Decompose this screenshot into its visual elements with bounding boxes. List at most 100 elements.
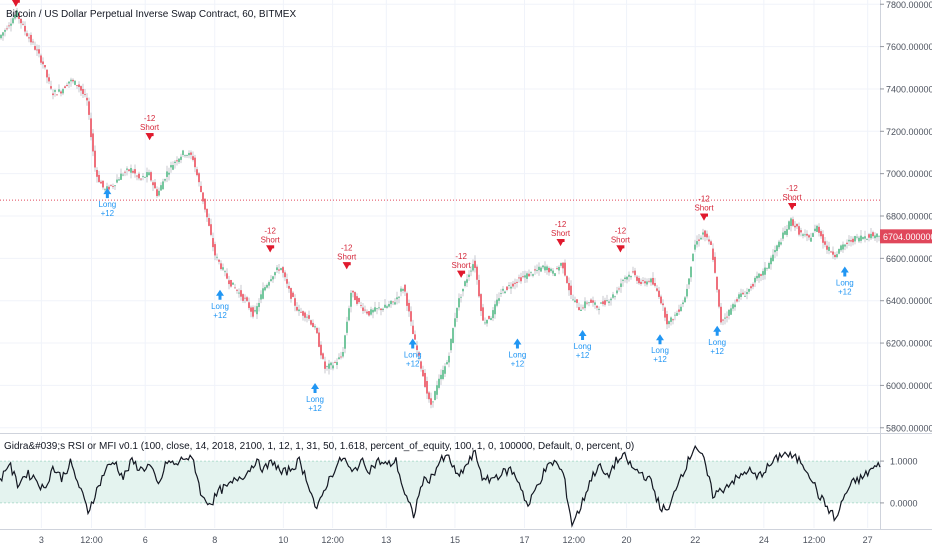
candle-body bbox=[302, 311, 304, 316]
candle-body bbox=[698, 239, 700, 241]
candle-body bbox=[744, 295, 746, 297]
candle-body bbox=[810, 237, 812, 242]
candle-body bbox=[196, 169, 198, 176]
short-arrow-head bbox=[12, 0, 20, 7]
candle-body bbox=[360, 305, 362, 306]
candle-body bbox=[734, 304, 736, 308]
candle-body bbox=[716, 276, 718, 290]
candle-body bbox=[650, 278, 652, 283]
candle-body bbox=[436, 385, 438, 395]
long-label: Long bbox=[404, 350, 422, 359]
candle-body bbox=[852, 238, 854, 243]
candle-body bbox=[182, 150, 184, 155]
x-tick-label: 24 bbox=[759, 535, 769, 545]
candle-body bbox=[168, 172, 170, 175]
candle-body bbox=[274, 272, 276, 276]
candle-body bbox=[864, 236, 866, 239]
candle-body bbox=[286, 279, 288, 284]
candle-body bbox=[742, 292, 744, 295]
candle-body bbox=[612, 294, 614, 298]
candle-body bbox=[762, 271, 764, 276]
candle-body bbox=[526, 273, 528, 279]
candle-body bbox=[604, 300, 606, 305]
candle-body bbox=[704, 230, 706, 237]
long-label: Long bbox=[708, 338, 726, 347]
candle-body bbox=[556, 268, 558, 269]
short-signal: Short-12 bbox=[782, 184, 802, 210]
short-signal: -12 bbox=[12, 0, 20, 7]
long-amount: +12 bbox=[838, 287, 852, 296]
candle-body bbox=[56, 94, 58, 96]
candle-body bbox=[628, 274, 630, 277]
candle-body bbox=[858, 237, 860, 242]
candle-body bbox=[380, 308, 382, 311]
short-arrow-head bbox=[145, 133, 154, 141]
candle-body bbox=[860, 235, 862, 241]
candle-body bbox=[210, 224, 212, 235]
candle-body bbox=[362, 307, 364, 311]
candle-body bbox=[876, 233, 878, 238]
candle-body bbox=[668, 321, 670, 325]
candle-body bbox=[40, 55, 42, 63]
candle-body bbox=[410, 311, 412, 322]
candle-body bbox=[630, 276, 632, 278]
long-signal: Long+12 bbox=[708, 325, 726, 356]
candle-body bbox=[636, 276, 638, 281]
candle-body bbox=[600, 302, 602, 304]
candle-body bbox=[8, 25, 10, 27]
short-signal: Short-12 bbox=[611, 226, 631, 253]
candle-body bbox=[530, 271, 532, 273]
candle-body bbox=[296, 306, 298, 311]
candle-body bbox=[714, 256, 716, 273]
candle-body bbox=[172, 165, 174, 170]
candle-body bbox=[146, 172, 148, 178]
candle-body bbox=[574, 300, 576, 303]
candle-body bbox=[86, 97, 88, 101]
candle-body bbox=[358, 298, 360, 303]
candle-body bbox=[414, 334, 416, 340]
candle-body bbox=[806, 233, 808, 236]
candle-body bbox=[804, 234, 806, 236]
short-label: Short bbox=[551, 229, 571, 238]
candle-body bbox=[78, 84, 80, 88]
candle-body bbox=[354, 292, 356, 301]
candle-body bbox=[108, 186, 110, 190]
candle-body bbox=[578, 307, 580, 311]
candle-body bbox=[520, 277, 522, 282]
candle-body bbox=[38, 49, 40, 54]
candle-body bbox=[638, 277, 640, 284]
candle-body bbox=[180, 156, 182, 160]
candle-body bbox=[778, 241, 780, 248]
x-tick-label: 12:00 bbox=[562, 535, 585, 545]
candle-body bbox=[480, 294, 482, 312]
long-amount: +12 bbox=[308, 404, 322, 413]
long-amount: +12 bbox=[576, 351, 590, 360]
candle-body bbox=[270, 279, 272, 282]
candle-body bbox=[752, 283, 754, 287]
candle-body bbox=[490, 318, 492, 320]
candle-body bbox=[788, 221, 790, 230]
candle-body bbox=[166, 171, 168, 177]
candle-body bbox=[826, 245, 828, 250]
candle-body bbox=[292, 292, 294, 297]
candle-body bbox=[336, 362, 338, 365]
x-tick-label: 12:00 bbox=[803, 535, 826, 545]
candle-body bbox=[34, 46, 36, 50]
candle-body bbox=[314, 326, 316, 328]
x-tick-label: 8 bbox=[212, 535, 217, 545]
candle-body bbox=[796, 223, 798, 227]
long-arrow bbox=[840, 266, 849, 277]
long-arrow bbox=[513, 338, 522, 349]
candle-body bbox=[848, 239, 850, 242]
candle-body bbox=[832, 251, 834, 255]
candle-body bbox=[634, 270, 636, 276]
candle-body bbox=[222, 267, 224, 270]
long-signal: Long+12 bbox=[509, 338, 526, 368]
short-arrow-head bbox=[342, 262, 351, 270]
candle-body bbox=[404, 284, 406, 292]
candle-body bbox=[640, 281, 642, 284]
candle-body bbox=[616, 290, 618, 294]
candle-body bbox=[816, 225, 818, 232]
candle-body bbox=[498, 298, 500, 301]
